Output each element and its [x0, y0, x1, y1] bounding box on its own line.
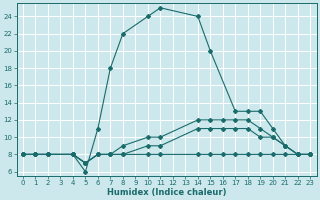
X-axis label: Humidex (Indice chaleur): Humidex (Indice chaleur): [107, 188, 226, 197]
